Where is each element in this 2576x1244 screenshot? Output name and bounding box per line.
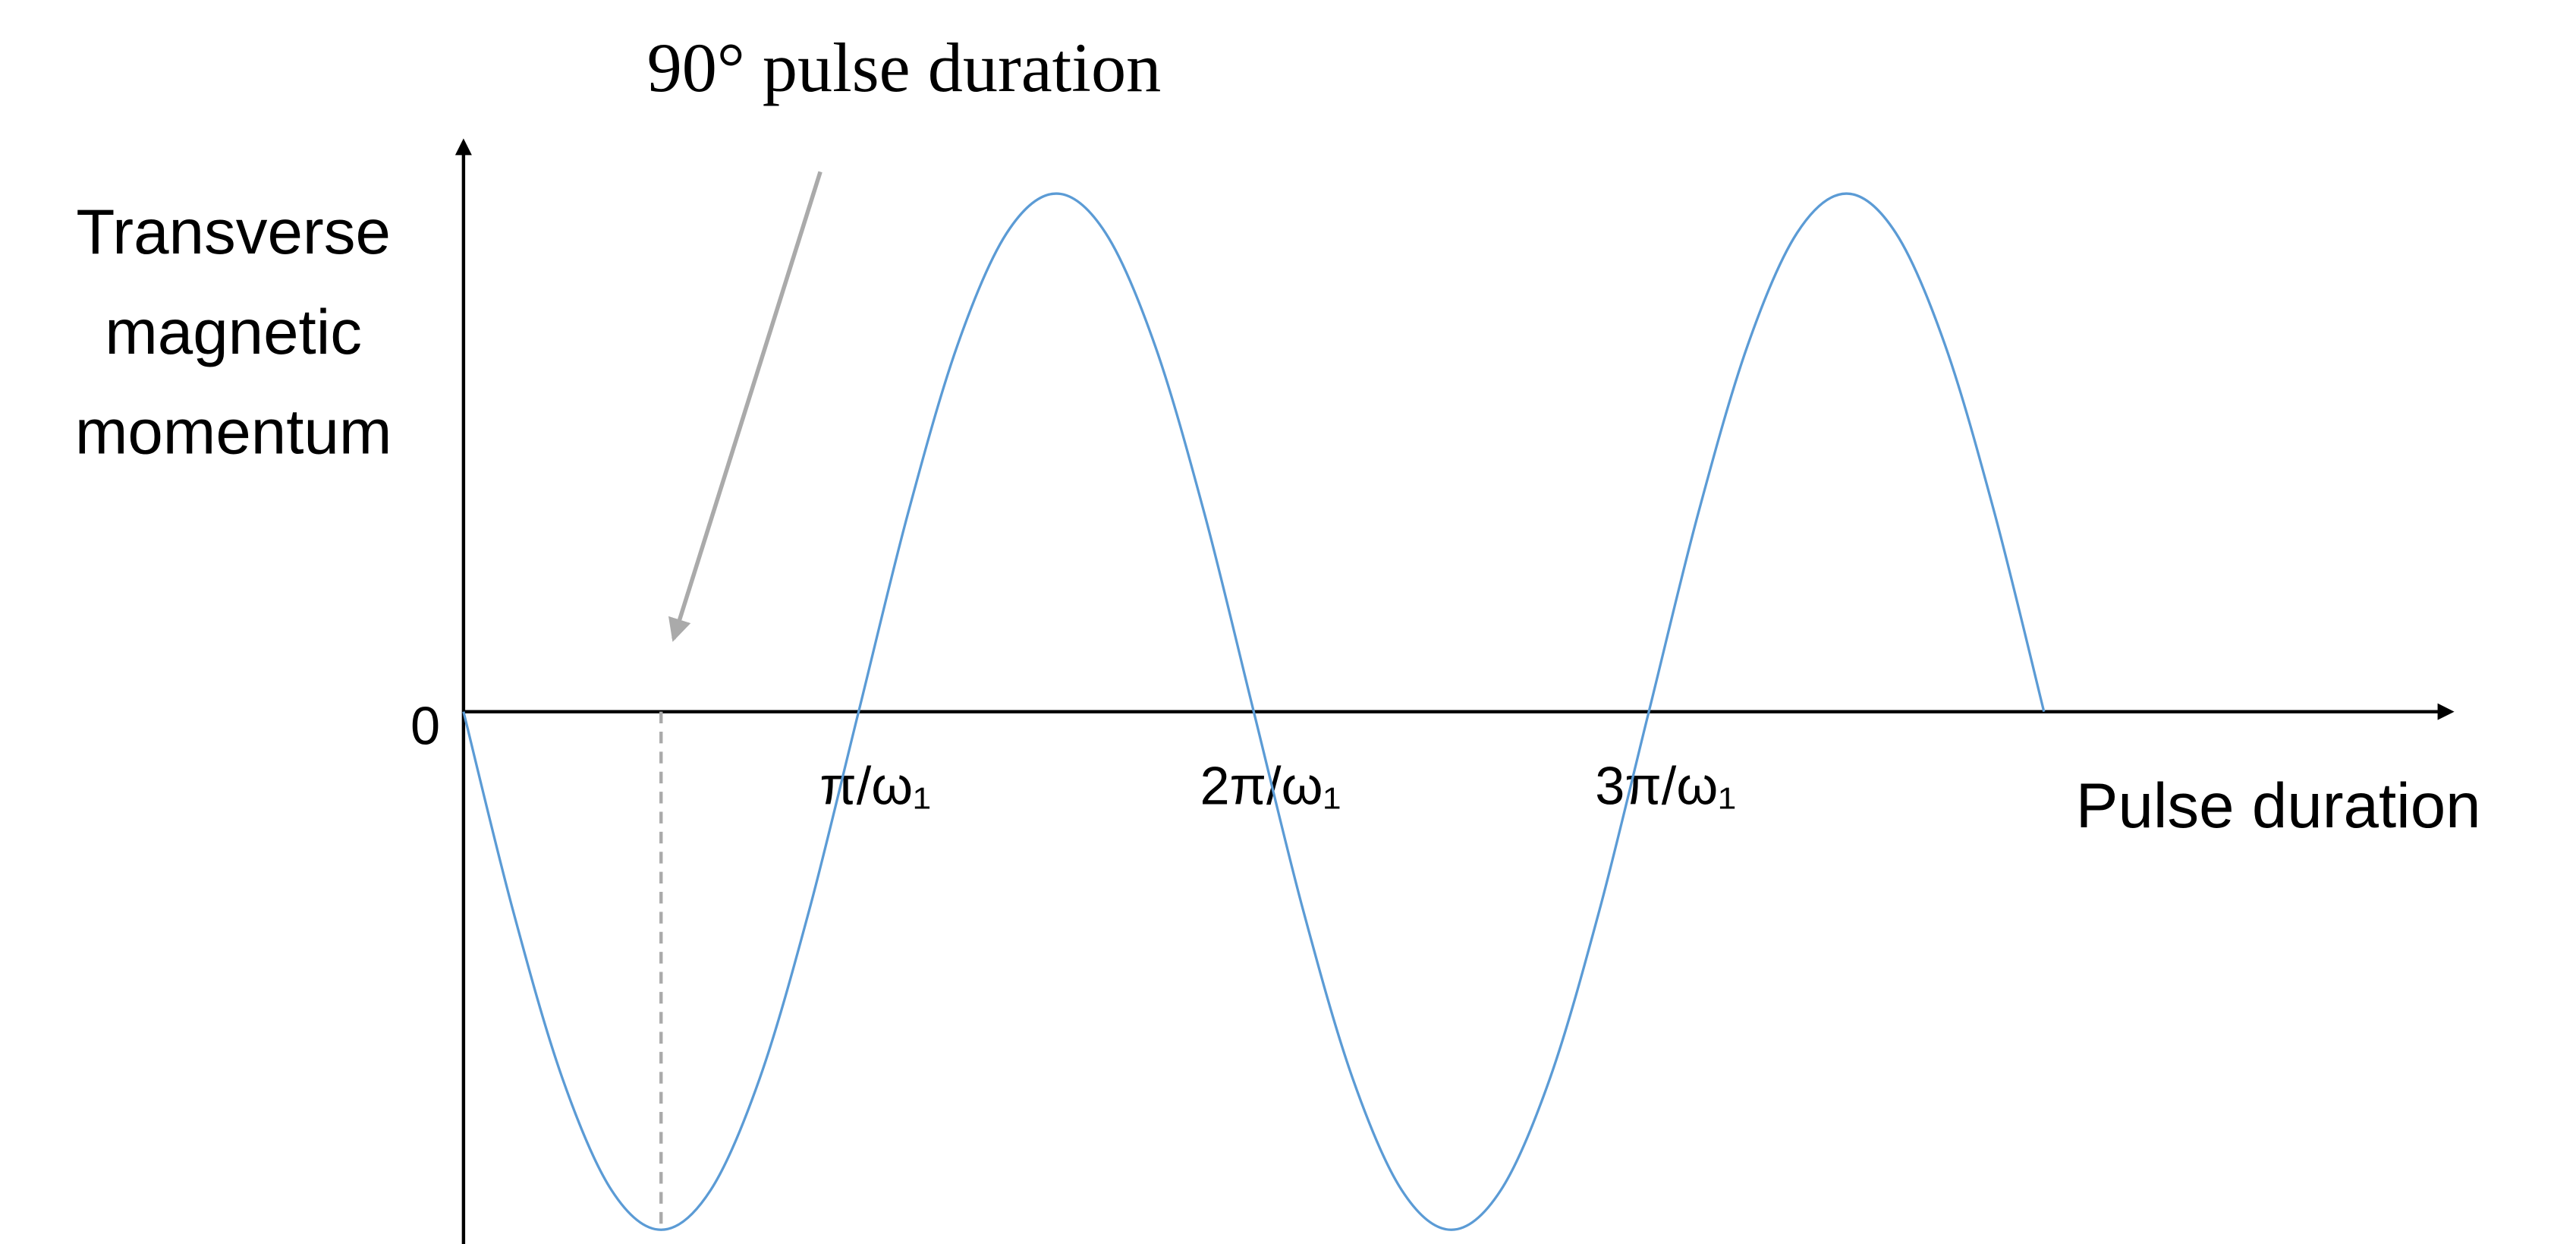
line-series [462, 192, 2046, 1231]
y-axis-label: Transverse magnetic momentum [74, 198, 392, 469]
x-tick-label: π/ω₁ [819, 756, 931, 816]
x-tick-label: 3π/ω₁ [1595, 756, 1736, 816]
x-axis-label: Pulse duration [2076, 770, 2481, 841]
annotation-arrow [668, 171, 822, 642]
y-tick-label: 0 [410, 695, 440, 755]
annotation-title: 90° pulse duration [647, 29, 1162, 106]
x-tick-label: 2π/ω₁ [1200, 756, 1341, 816]
